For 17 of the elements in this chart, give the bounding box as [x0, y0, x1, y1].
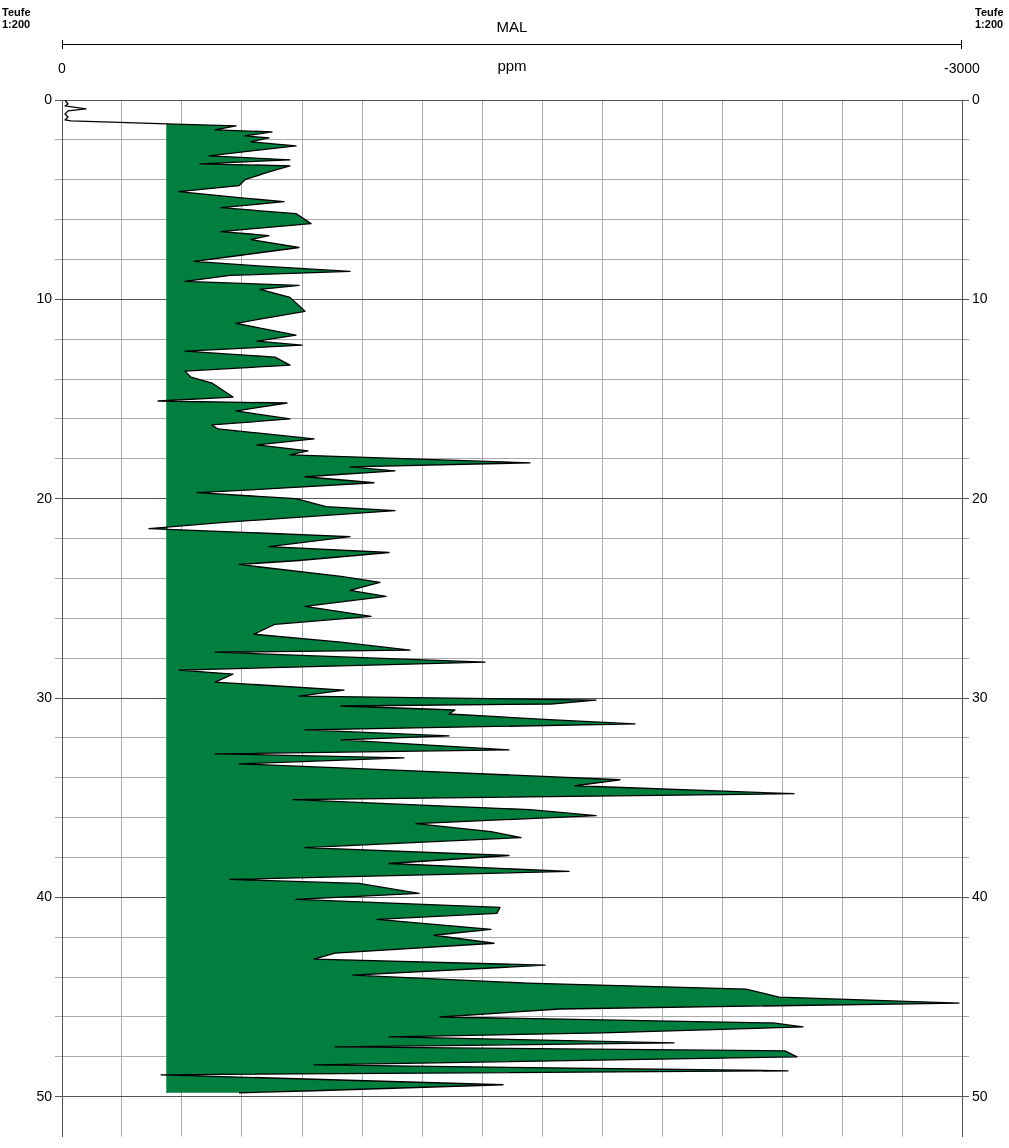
y-axis-title: Teufe 1:200	[2, 6, 31, 30]
y-tick-label: 30	[36, 688, 53, 705]
y2-tick-label: 50	[972, 1087, 988, 1104]
y2-axis-title: Teufe 1:200	[975, 6, 1004, 30]
y2-tick-label: 10	[972, 290, 988, 307]
y-tick-label: 10	[36, 290, 53, 307]
x-axis-title: ppm	[497, 57, 527, 74]
y-tick-label: 20	[36, 489, 53, 506]
y2-tick-label: 40	[972, 888, 988, 905]
y-tick-label: 0	[44, 90, 53, 107]
y2-tick-label: 0	[972, 90, 980, 107]
y2-tick-label: 30	[972, 688, 988, 705]
x-tick-label: -3000	[944, 60, 981, 77]
y-tick-label: 40	[36, 888, 53, 905]
y2-tick-label: 20	[972, 489, 988, 506]
y-tick-label: 50	[36, 1087, 53, 1104]
chart-title: MAL	[496, 18, 528, 35]
